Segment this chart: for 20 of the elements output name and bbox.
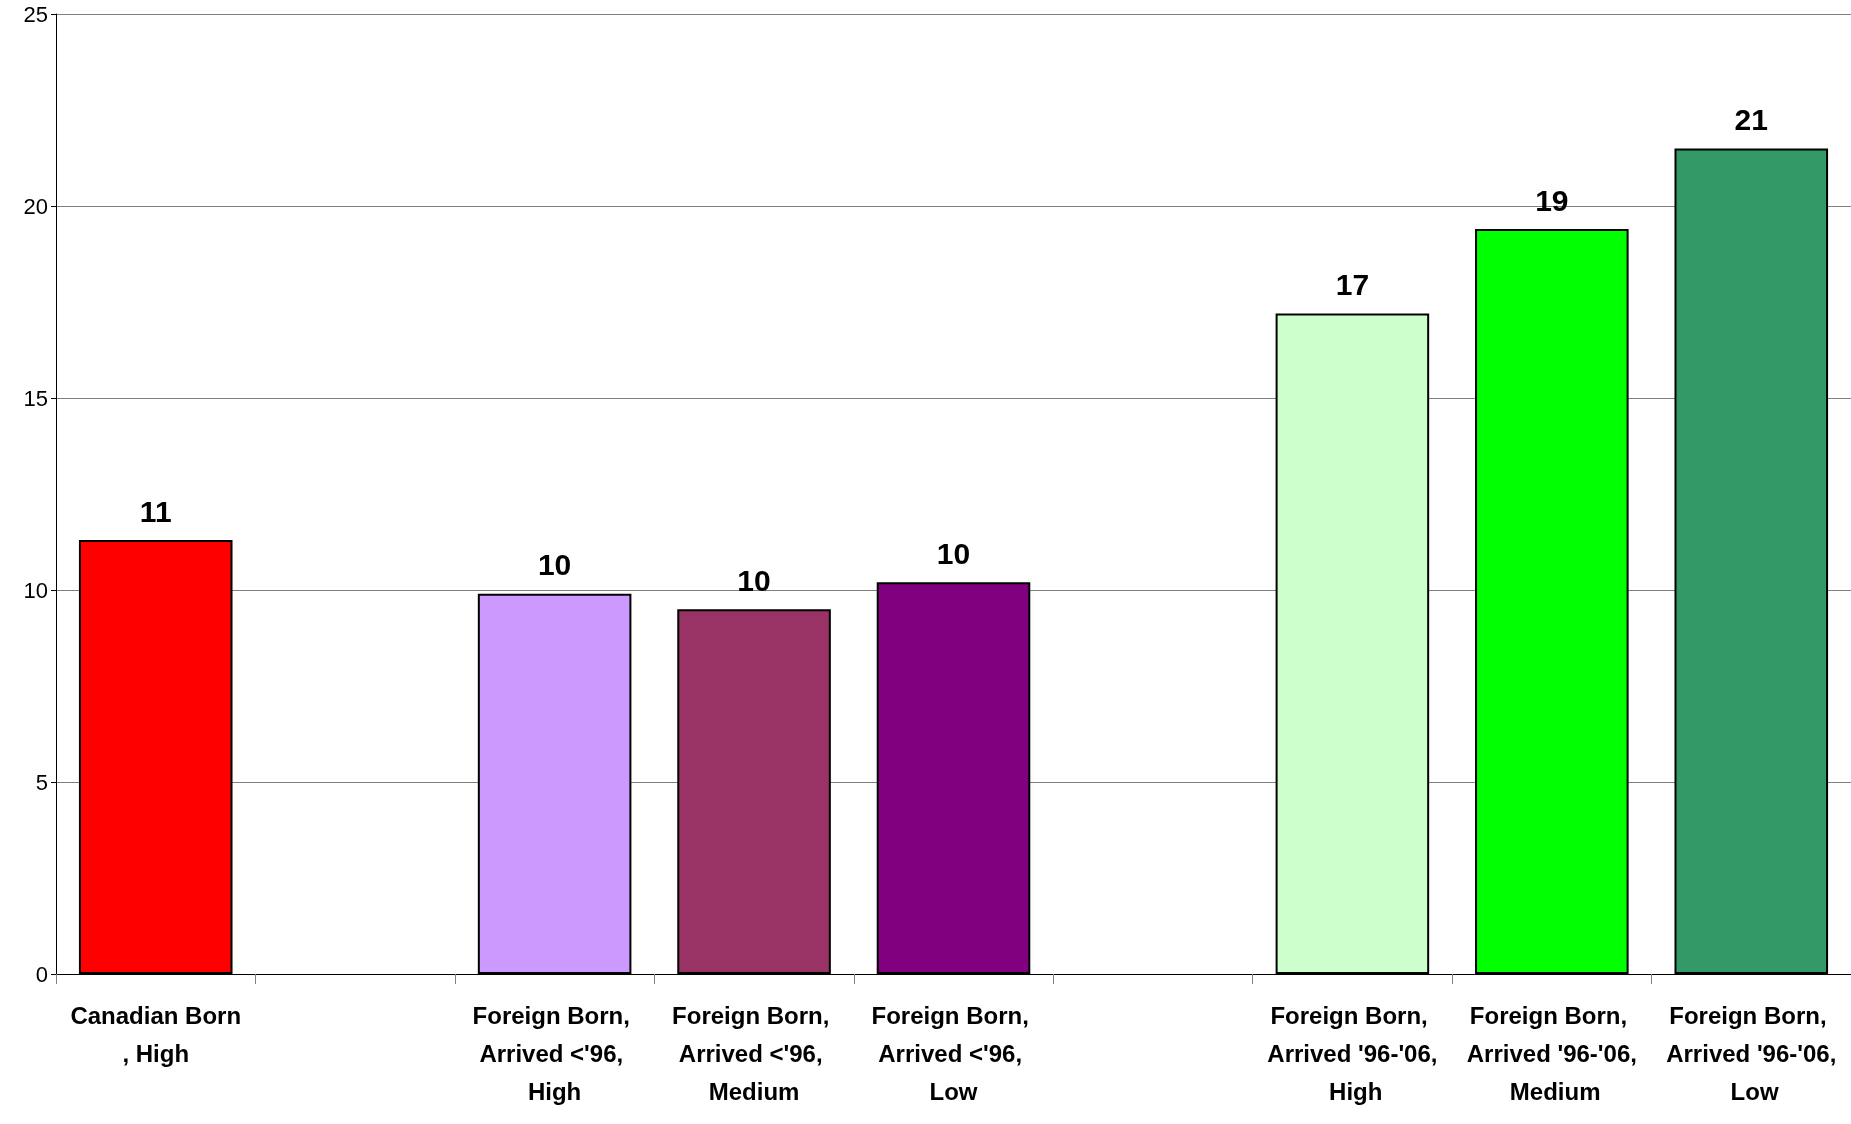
data-label: 21 <box>1734 102 1768 136</box>
data-label: 10 <box>537 548 572 582</box>
y-tick-label: 5 <box>35 769 48 795</box>
x-tick-label: Foreign Born, Arrived <'96, Low <box>871 1001 1036 1105</box>
y-tick-label: 0 <box>35 961 48 987</box>
x-tick-label: Canadian Born, High <box>70 1001 242 1067</box>
y-tick-label: 25 <box>23 1 48 27</box>
x-tick-label: Foreign Born, Arrived '96-'06, High <box>1267 1001 1438 1105</box>
data-label: 19 <box>1535 183 1569 217</box>
x-tick-label: Foreign Born, Arrived '96-'06, Medium <box>1466 1001 1637 1105</box>
x-tick-label: Foreign Born, Arrived <'96, High <box>472 1001 637 1105</box>
y-tick-label: 20 <box>23 193 48 219</box>
x-tick-label: Foreign Born, Arrived '96-'06, Low <box>1666 1001 1837 1105</box>
x-tick-label: Foreign Born, Arrived <'96, Medium <box>672 1001 837 1105</box>
y-tick-label: 15 <box>23 385 48 411</box>
data-label: 10 <box>737 563 771 597</box>
data-label: 11 <box>139 494 172 528</box>
y-tick-label: 10 <box>23 577 48 603</box>
data-label: 10 <box>936 536 971 570</box>
data-label: 17 <box>1335 268 1370 302</box>
